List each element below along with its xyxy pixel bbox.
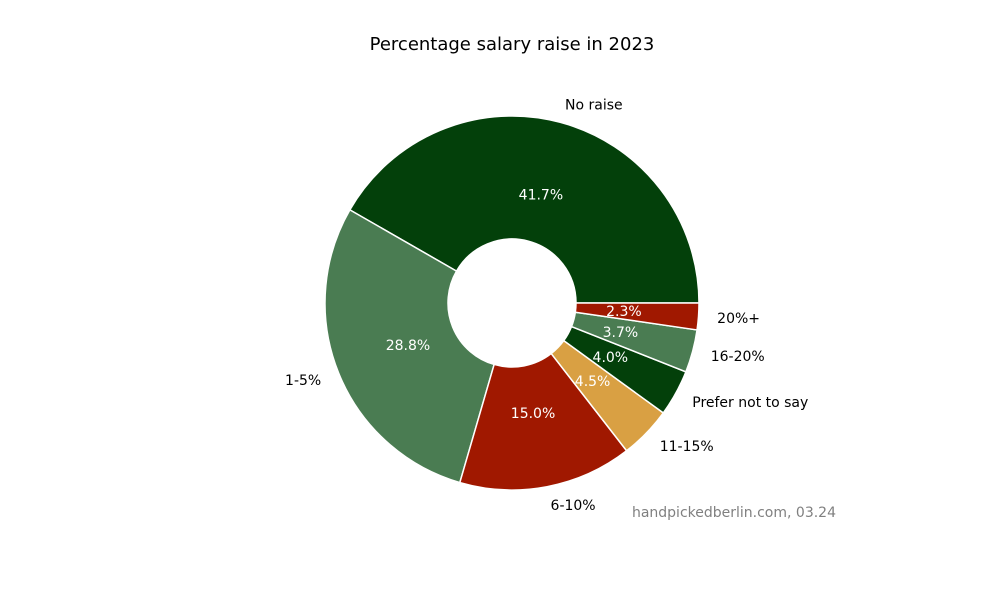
slice-20- [574,302,700,331]
slice-percent-label: 41.7% [519,188,563,204]
slice-category-label: No raise [565,97,623,113]
slice-percent-label: 28.8% [386,338,430,354]
slice-category-label: 20%+ [717,311,760,327]
slice-percent-label: 4.0% [593,350,629,366]
slice-category-label: 16-20% [711,349,765,365]
slice-1-5- [324,208,496,484]
slice-category-label: 1-5% [285,373,321,389]
slice-percent-label: 15.0% [511,406,555,422]
chart-title: Percentage salary raise in 2023 [370,34,655,55]
slice-no-raise [348,115,700,304]
slice-category-label: Prefer not to say [692,395,808,411]
slice-percent-label: 4.5% [575,374,611,390]
source-note: handpickedberlin.com, 03.24 [632,505,836,521]
slice-category-label: 6-10% [551,498,596,514]
slice-6-10- [458,352,628,491]
slice-percent-label: 2.3% [606,304,642,320]
slice-percent-label: 3.7% [603,325,639,341]
slice-category-label: 11-15% [660,439,714,455]
